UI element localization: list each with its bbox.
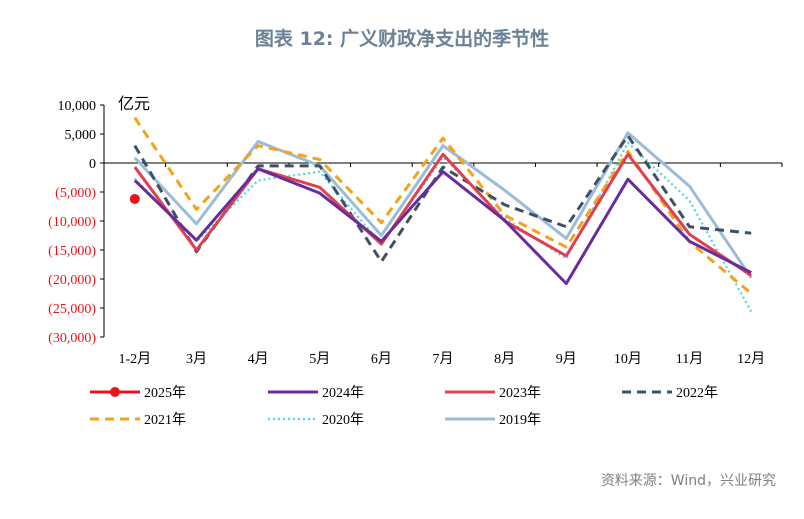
legend-2025-marker [110, 387, 120, 397]
x-tick-label: 6月 [371, 351, 392, 367]
legend-2021-label: 2021年 [144, 412, 186, 428]
y-tick-label: 10,000 [58, 99, 97, 114]
y-tick-label: 5,000 [65, 128, 97, 143]
y-tick-label: 0 [89, 157, 96, 172]
legend-2024-label: 2024年 [322, 385, 364, 401]
series-2020-line [134, 141, 753, 313]
x-tick-label: 8月 [494, 351, 515, 367]
x-tick-label: 10月 [614, 351, 642, 367]
y-tick-label: (20,000) [48, 273, 96, 288]
x-tick-label: 4月 [248, 351, 269, 367]
series-2023-line [133, 152, 753, 277]
legend-2025-label: 2025年 [144, 385, 186, 401]
x-tick-label: 5月 [309, 351, 330, 367]
y-tick-label: (5,000) [55, 186, 96, 201]
legend-2020-label: 2020年 [322, 412, 364, 428]
x-tick-label: 7月 [433, 351, 454, 367]
legend-2023-label: 2023年 [499, 385, 541, 401]
x-tick-label: 9月 [556, 351, 577, 367]
y-tick-label: (30,000) [48, 331, 96, 346]
unit-label: 亿元 [118, 94, 150, 113]
series-2025-point [129, 193, 140, 204]
x-tick-label: 3月 [186, 351, 207, 367]
series-2024-line [133, 167, 752, 286]
series-lines [129, 116, 753, 313]
y-tick-label: (15,000) [48, 244, 96, 259]
x-tick-label: 11月 [676, 351, 703, 367]
legend-2022-label: 2022年 [676, 385, 718, 401]
y-tick-label: (25,000) [48, 302, 96, 317]
source-note: 资料来源：Wind，兴业研究 [600, 473, 776, 489]
x-axis: 1-2月 3月 4月 5月 6月 7月 8月 9月 10月 11月 12月 [103, 162, 783, 367]
series-2022-line [133, 134, 752, 264]
legend-2019-label: 2019年 [499, 412, 541, 428]
x-tick-label: 1-2月 [118, 351, 151, 367]
legend: 2025年 2024年 2023年 2022年 2021年 2020年 2019年 [90, 385, 718, 428]
y-tick-label: (10,000) [48, 215, 96, 230]
chart-title: 图表 12: 广义财政净支出的季节性 [254, 28, 550, 50]
x-tick-label: 12月 [737, 351, 765, 367]
y-axis: 10,000 5,000 0 (5,000) (10,000) (15,000) (20,0… [48, 99, 105, 346]
